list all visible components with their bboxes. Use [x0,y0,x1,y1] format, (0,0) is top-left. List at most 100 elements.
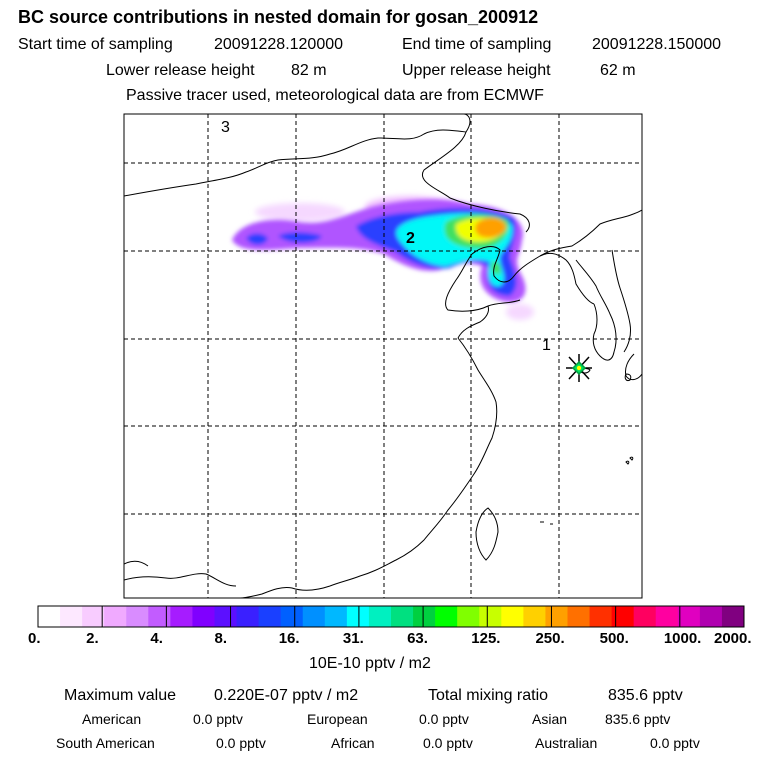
colorbar-swatch [435,606,458,627]
colorbar-frame [37,605,745,628]
yunnan-border [124,560,149,567]
colorbar-swatch [280,606,304,627]
region-australian-label: Australian [535,735,598,751]
map-title: BC source contributions in nested domain… [18,7,539,27]
colorbar-swatch [611,606,635,627]
manchuria-border [539,209,642,257]
plume-faint-west [255,203,345,221]
end-time-value: 20091228.150000 [592,36,722,53]
colorbar-swatch [589,606,613,627]
ryukyu-islet-1 [629,456,634,461]
colorbar-swatch [523,606,546,627]
china-east-coast [329,337,498,587]
ryukyu-islet-2 [625,460,630,465]
upper-release-value: 62 m [600,62,636,79]
colorbar-tick-label: 0. [28,630,41,647]
colorbar-swatch [368,606,392,627]
colorbar-swatch [170,606,193,627]
mongolia-border [124,114,471,197]
colorbar-tick-label: 500. [599,630,629,647]
colorbar-swatch [346,606,370,627]
coastlines [124,114,642,598]
region-african-value: 0.0 pptv [423,735,473,751]
colorbar-tick-label: 125. [471,630,501,647]
colorbar-swatch [721,606,745,627]
colorbar-swatch [214,606,238,627]
southwest-border [124,573,237,587]
map-label-2: 2 [406,230,415,247]
receptor-star-icon [566,354,592,382]
map-label-1: 1 [542,337,551,354]
korea-east-coast [611,249,631,353]
max-value-label: Maximum value [64,687,177,704]
colorbar-swatch [391,606,414,627]
colorbar-tick-label: 250. [535,630,565,647]
colorbar-swatch [479,606,502,627]
colorbar-swatch [236,606,260,627]
region-european-label: European [307,711,368,727]
colorbar-tick-label: 2. [86,630,99,647]
colorbar-swatch [567,606,591,627]
japan-islet-1 [624,373,632,381]
map-label-3: 3 [221,119,230,136]
colorbar-swatch [413,606,436,627]
colorbar-swatch [104,606,127,627]
start-time-value: 20091228.120000 [214,36,344,53]
colorbar-swatch [302,606,326,627]
lower-release-value: 82 m [291,62,327,79]
plume-faint-tail [506,304,534,320]
colorbar-tick-label: 31. [342,630,364,647]
region-asian-label: Asian [532,711,568,727]
japan-kyushu [625,353,642,381]
total-mixing-value: 835.6 pptv [608,687,683,704]
colorbar-tick-label: 8. [214,630,228,647]
lat-lon-grid [124,114,642,598]
hainan-area-coast [239,585,331,598]
start-time-label: Start time of sampling [18,36,173,53]
colorbar-tick-label: 4. [150,630,163,647]
region-australian-value: 0.0 pptv [650,735,700,751]
end-time-label: End time of sampling [402,36,552,53]
colorbar-swatch [126,606,149,627]
colorbar-swatch [677,606,701,627]
total-mixing-label: Total mixing ratio [428,687,549,704]
region-european-value: 0.0 pptv [419,711,469,727]
inner-mongolia-border [421,131,530,233]
tracer-note: Passive tracer used, meteorological data… [126,87,544,104]
upper-release-label: Upper release height [402,62,551,79]
north-korea-coast [539,252,595,305]
colorbar-swatch [655,606,679,627]
colorbar-swatch [501,606,524,627]
colorbar-swatch [82,606,105,627]
colorbar-swatch [699,606,723,627]
region-south-american-value: 0.0 pptv [216,735,266,751]
colorbar-swatch [545,606,568,627]
colorbar-tick-label: 2000. [714,630,752,647]
colorbar-tick-label: 1000. [663,630,702,647]
region-american-value: 0.0 pptv [193,711,243,727]
colorbar-tick-label: 16. [278,630,300,647]
map-frame [123,113,643,599]
region-south-american-label: South American [56,735,155,751]
korea-peninsula [575,259,617,361]
region-asian-value: 835.6 pptv [605,711,671,727]
bohai-coast [445,246,541,312]
region-african-label: African [331,735,375,751]
colorbar-swatch [258,606,282,627]
colorbar-swatch [38,606,61,627]
colorbar-units: 10E-10 pptv / m2 [309,655,431,672]
colorbar-swatch [324,606,348,627]
colorbar-swatch [633,606,657,627]
colorbar-swatch [192,606,215,627]
lower-release-label: Lower release height [106,62,255,79]
shandong-coast [457,305,489,339]
colorbar-tick-label: 63. [407,630,428,647]
max-value: 0.220E-07 pptv / m2 [214,687,359,704]
plume-orange [475,217,506,238]
region-american-label: American [82,711,142,727]
colorbar-swatch [148,606,171,627]
colorbar-swatch [60,606,83,627]
taiwan-island [475,507,499,561]
colorbar [37,605,745,628]
